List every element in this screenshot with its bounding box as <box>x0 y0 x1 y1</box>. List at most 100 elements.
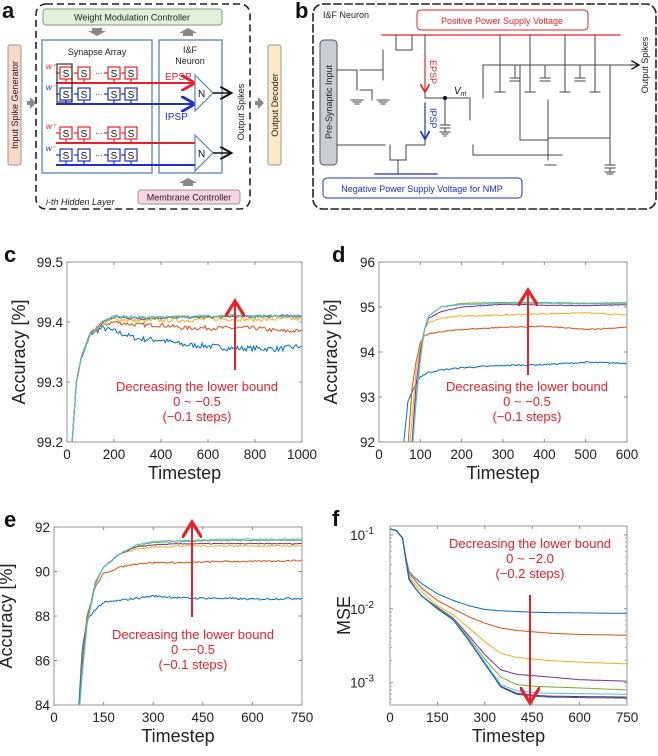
panel-label-b: b <box>295 0 308 23</box>
x-tick-label: 0 <box>63 447 71 462</box>
panel-label-f: f <box>332 506 340 531</box>
synapse-rows: w⁺S S S S···w⁻S S S S···w⁺S S S S···w⁻S S S S···NN <box>46 62 230 173</box>
chart-d: d 0 100 200 300 400 500 600 92 93 94 95 96 Timestep Ac… <box>321 242 638 483</box>
annotation-line: Decreasing the lower bound <box>112 627 274 642</box>
panel-label-d: d <box>332 242 345 267</box>
epsp-circuit-label: EPSP <box>428 60 438 84</box>
synapse-label: S <box>81 129 88 140</box>
positive-supply-box <box>416 9 589 31</box>
negative-supply-label: Negative Power Supply Voltage for NMP <box>341 184 503 194</box>
y-tick-label: 88 <box>35 609 50 624</box>
y-tick-base: 10 <box>350 676 365 691</box>
x-tick-label: 500 <box>574 447 597 462</box>
panel-label-e: e <box>4 507 16 532</box>
synapse-label: S <box>81 69 88 80</box>
up-arrow-icon <box>179 28 197 36</box>
y-tick-label: 93 <box>360 390 375 405</box>
annotation-line: 0 ~ −0.5 <box>503 394 551 409</box>
x-axis-label: Timestep <box>472 726 545 746</box>
synapse-label: S <box>128 69 135 80</box>
input-arrow-icon <box>27 97 36 109</box>
ellipsis: ··· <box>95 151 103 160</box>
series-group <box>403 301 627 442</box>
weight-controller-label: Weight Modulation Controller <box>74 13 190 23</box>
output-decoder-box <box>267 44 282 166</box>
output-decoder-label: Output Decoder <box>270 73 280 137</box>
synapse-cell <box>107 126 121 140</box>
y-tick-label: 84 <box>35 698 51 713</box>
annotation-line: Decreasing the lower bound <box>449 536 611 551</box>
synapse-cell <box>59 126 73 140</box>
y-tick-label: 99.4 <box>37 315 64 330</box>
ellipsis: ··· <box>95 129 103 138</box>
input-generator-label: Input Spike Generator <box>10 61 20 149</box>
membrane-controller-label: Membrane Controller <box>147 193 232 203</box>
series-line-2 <box>390 528 627 636</box>
output-spikes-label: Output Spikes <box>236 83 246 140</box>
weight-label: w⁻ <box>46 144 57 153</box>
x-tick-label: 450 <box>192 710 215 725</box>
series-line-6 <box>71 314 302 442</box>
y-tick-label: 96 <box>360 255 375 270</box>
series-line-1 <box>71 324 302 442</box>
x-tick-label: 400 <box>533 447 556 462</box>
membrane-arrow-icon <box>179 178 197 186</box>
series-line-4 <box>71 314 302 442</box>
synapse-label: S <box>63 151 70 162</box>
neuron-title: I&F <box>183 45 198 55</box>
circuit-title: I&F Neuron <box>323 10 369 20</box>
series-group <box>78 538 302 705</box>
synapse-cell <box>124 66 138 80</box>
y-tick-label: 10-2 <box>350 600 374 617</box>
annotation-line: Decreasing the lower bound <box>446 379 608 394</box>
ipsp-label: IPSP <box>165 112 188 123</box>
series-line-2 <box>78 559 302 705</box>
epsp-label: EPSP <box>165 72 192 83</box>
y-axis-label: Accuracy [%] <box>321 299 341 404</box>
series-group <box>390 528 627 699</box>
neuron-title-2: Neuron <box>175 56 205 66</box>
x-tick-label: 0 <box>375 447 383 462</box>
neuron-label: N <box>198 89 205 100</box>
y-tick-label: 90 <box>35 565 50 580</box>
circuit-output-label: Output Spikes <box>640 36 650 93</box>
y-tick-exp: -3 <box>365 674 374 685</box>
y-tick-base: 10 <box>350 602 365 617</box>
synapse-cell <box>77 126 91 140</box>
synapse-label: S <box>63 69 70 80</box>
vm-node <box>443 96 447 100</box>
hidden-layer-label: i-th Hidden Layer <box>46 197 116 207</box>
synapse-cell <box>77 87 91 101</box>
weight-label: w⁻ <box>46 83 57 92</box>
synapse-cell <box>77 66 91 80</box>
positive-supply-label: Positive Power Supply Voltage <box>441 16 563 26</box>
x-tick-label: 600 <box>197 447 220 462</box>
circuit-wiring <box>336 34 636 175</box>
series-line-3 <box>390 528 627 665</box>
plot-frame <box>53 526 303 706</box>
synapse-cell <box>124 126 138 140</box>
x-tick-label: 800 <box>244 447 267 462</box>
neuron-box <box>158 39 223 174</box>
vm-label: Vm <box>454 86 467 98</box>
series-line-3 <box>71 316 302 442</box>
synapse-cell <box>124 148 138 162</box>
synapse-label: S <box>63 129 70 140</box>
x-tick-label: 450 <box>521 710 544 725</box>
y-tick-label: 99.2 <box>37 435 63 450</box>
synapse-label: S <box>111 90 118 101</box>
weight-controller-box <box>42 8 223 26</box>
series-line-2 <box>407 325 627 442</box>
series-line-3 <box>409 311 627 442</box>
annotation-line: 0 ~ −0.5 <box>173 394 221 409</box>
pre-synaptic-box <box>319 39 338 166</box>
ipsp-circuit-label: IPSP <box>428 108 438 129</box>
annotation-line: (−0.1 steps) <box>158 657 227 672</box>
panel-a-architecture: a Weight Modulation Controller Synapse A… <box>2 0 282 210</box>
synapse-cell <box>124 87 138 101</box>
synapse-label: S <box>111 129 118 140</box>
series-line-1 <box>390 528 627 614</box>
annotation-line: (−0.2 steps) <box>495 566 564 581</box>
synapse-label: S <box>63 90 70 101</box>
